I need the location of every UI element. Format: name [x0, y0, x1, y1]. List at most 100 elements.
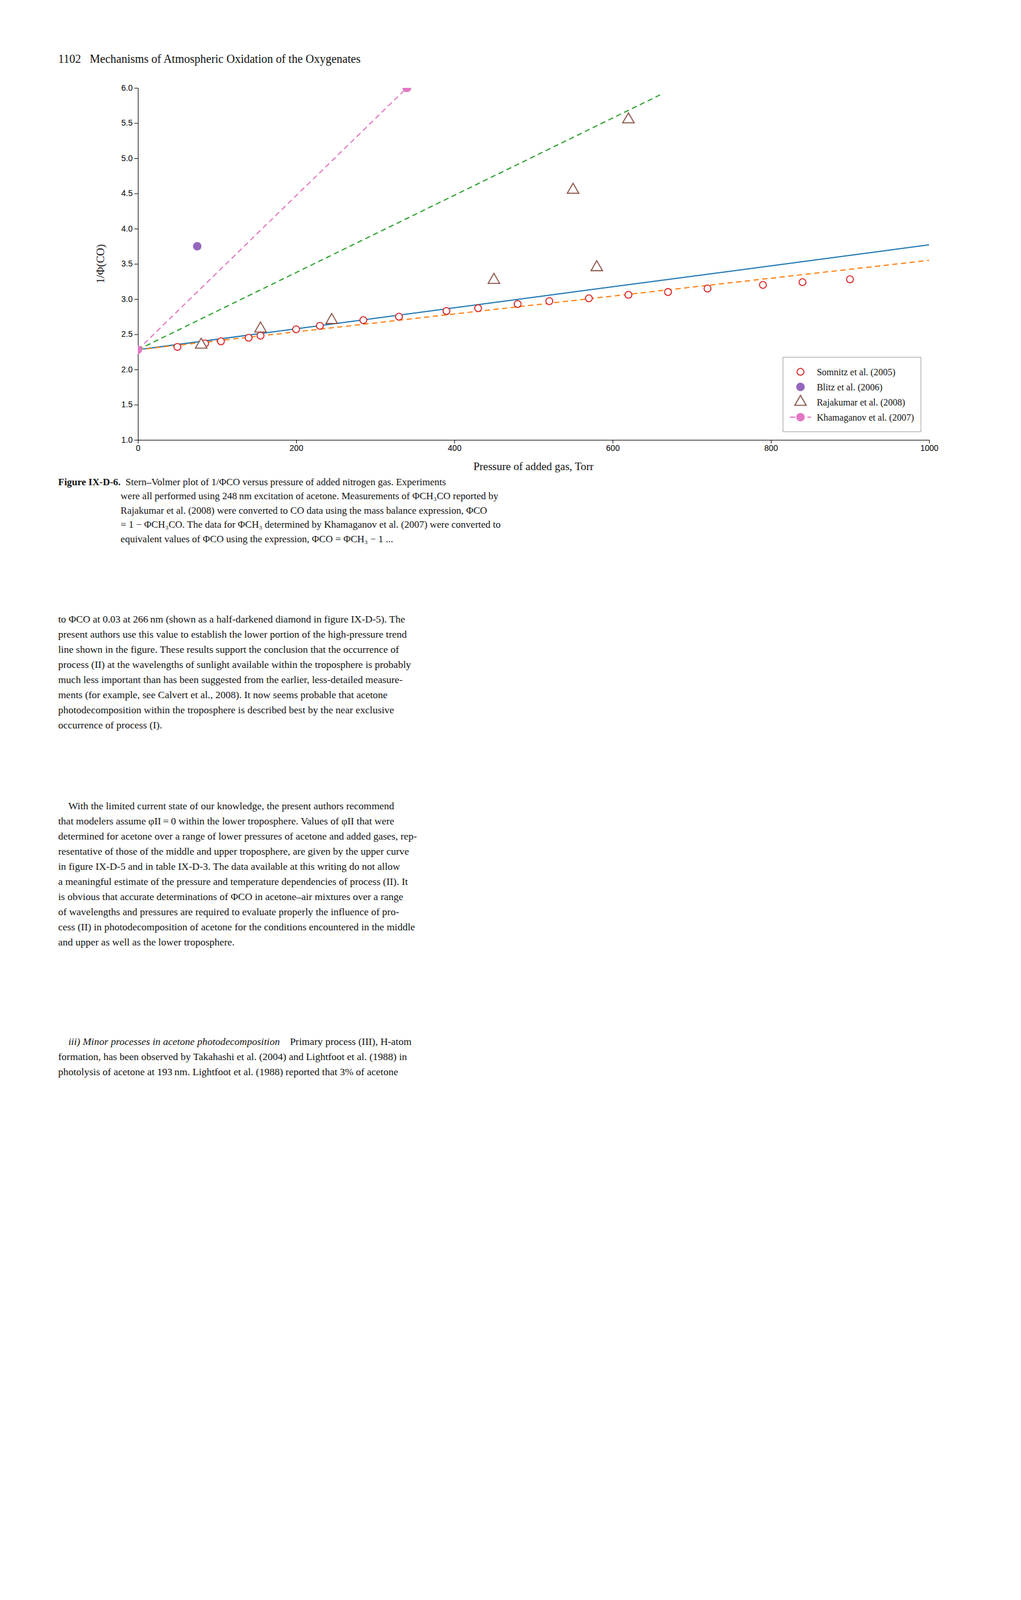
legend-item: Blitz et al. (2006)	[797, 382, 883, 393]
text-line: is obvious that accurate determinations …	[58, 890, 404, 903]
tick: 2.5	[121, 329, 138, 339]
data-point	[316, 322, 324, 330]
text-line: Figure IX-D-6.	[58, 476, 121, 488]
text-line: were all performed using 248 nm excitati…	[120, 490, 499, 502]
data-point	[759, 281, 767, 289]
tick: 4.0	[121, 223, 138, 234]
tick-label: 3.5	[121, 258, 134, 269]
tick-mark	[134, 299, 138, 300]
data-point	[474, 304, 482, 312]
tick-mark	[134, 87, 138, 89]
data-point	[325, 313, 338, 324]
text-line: iii) Minor processes in acetone photodec…	[58, 1035, 280, 1048]
tick-label: 1.0	[121, 435, 134, 445]
tick-label: 200	[289, 443, 304, 453]
tick-label: 600	[606, 443, 621, 453]
data-point	[514, 300, 522, 308]
tick-mark	[134, 193, 138, 195]
tick-mark	[134, 404, 138, 406]
data-point	[442, 307, 450, 315]
data-point	[217, 338, 225, 345]
data-point	[173, 343, 181, 351]
caption-text: Stern–Volmer plot of 1/ΦCO versus pressu…	[120, 476, 501, 545]
tick: 5.5	[121, 118, 138, 128]
body-paragraph: to ΦCO at 0.03 at 266 nm (shown as a hal…	[58, 613, 412, 731]
tick-label: 4.0	[121, 223, 134, 234]
data-point	[195, 338, 208, 348]
axis-line	[134, 88, 139, 441]
data-point	[585, 294, 593, 302]
text-line: process (II) at the wavelengths of sunli…	[58, 658, 412, 671]
tick-label: 1000	[920, 443, 939, 453]
tick-mark	[134, 158, 138, 159]
tick-label: 2.0	[121, 364, 134, 375]
text-line: Primary process (III), H-atom	[279, 1035, 412, 1048]
legend-frame	[783, 357, 921, 432]
text-line: a meaningful estimate of the pressure an…	[58, 875, 408, 888]
tick-mark	[134, 369, 138, 371]
legend-item: Khamaganov et al. (2007)	[790, 412, 914, 423]
tick: 2.0	[121, 364, 138, 375]
plot-marks	[137, 87, 930, 354]
tick-mark	[134, 228, 138, 230]
page-header: 1102 Mechanisms of Atmospheric Oxidation…	[58, 52, 361, 66]
data-point	[624, 291, 632, 299]
data-point	[292, 325, 300, 333]
data-point	[567, 183, 579, 194]
text-line: photodecomposition within the tropospher…	[58, 703, 395, 716]
x-axis: 02004006008001000	[136, 439, 939, 453]
text-line: determined for acetone over a range of l…	[58, 830, 418, 842]
tick: 3.5	[121, 258, 138, 269]
y-axis: 1.01.52.02.53.03.54.04.55.05.56.0	[121, 83, 139, 445]
body-paragraph: formation, has been observed by Takahash…	[58, 1050, 408, 1078]
data-point	[846, 275, 854, 283]
data-point	[591, 260, 603, 271]
tick-mark	[134, 439, 138, 441]
data-point	[798, 278, 806, 286]
text-line: in figure IX-D-5 and in table IX-D-3. Th…	[58, 860, 401, 873]
tick: 3.0	[121, 294, 138, 304]
tick-label: 1.5	[121, 399, 134, 409]
tick: 5.0	[121, 153, 138, 163]
tick: 800	[764, 439, 779, 453]
tick-label: 2.5	[121, 329, 134, 339]
legend: Somnitz et al. (2005)Blitz et al. (2006)…	[783, 357, 921, 432]
background	[0, 0, 1021, 1600]
body-paragraph: Primary process (III), H-atom	[279, 1035, 412, 1048]
text-line: formation, has been observed by Takahash…	[58, 1050, 408, 1063]
fit-line	[137, 94, 661, 350]
data-point	[254, 321, 267, 332]
tick-mark	[134, 334, 138, 336]
legend-symbol	[797, 368, 805, 376]
legend-label: Rajakumar et al. (2008)	[816, 397, 906, 408]
text-line: present authors use this value to establ…	[58, 628, 407, 640]
tick-label: 4.5	[121, 188, 134, 198]
text-line: and upper as well as the lower troposphe…	[58, 936, 235, 948]
page: 1102 Mechanisms of Atmospheric Oxidation…	[0, 0, 1021, 1600]
tick: 4.5	[121, 188, 138, 198]
fit-line	[137, 87, 407, 350]
data-point	[403, 87, 411, 92]
data-point	[257, 332, 265, 340]
tick: 1.0	[121, 435, 138, 445]
caption-label: Figure IX-D-6.	[58, 476, 121, 488]
data-point	[622, 112, 635, 123]
text-line: Stern–Volmer plot of 1/ΦCO versus pressu…	[120, 476, 446, 488]
legend-symbol	[797, 413, 805, 422]
data-point	[360, 316, 368, 324]
body-paragraph: With the limited current state of our kn…	[58, 799, 418, 948]
text-line: equivalent values of ΦCO using the expre…	[120, 533, 393, 545]
data-point	[395, 312, 403, 320]
data-point	[545, 297, 553, 305]
data-point	[488, 273, 500, 284]
text-line: much less important than has been sugges…	[58, 673, 403, 686]
tick: 600	[606, 439, 621, 453]
x-axis-title: Pressure of added gas, Torr	[473, 460, 594, 473]
text-line: = 1 − ΦCH₃CO. The data for ΦCH₃ determin…	[120, 518, 501, 530]
text-line: With the limited current state of our kn…	[58, 799, 395, 812]
y-axis-title: 1/Φ(CO)	[94, 244, 108, 284]
text-line: photolysis of acetone at 193 nm. Lightfo…	[58, 1065, 398, 1078]
data-point	[193, 242, 202, 251]
tick-label: 400	[447, 443, 462, 453]
text-line: 1102 Mechanisms of Atmospheric Oxidation…	[58, 52, 361, 66]
